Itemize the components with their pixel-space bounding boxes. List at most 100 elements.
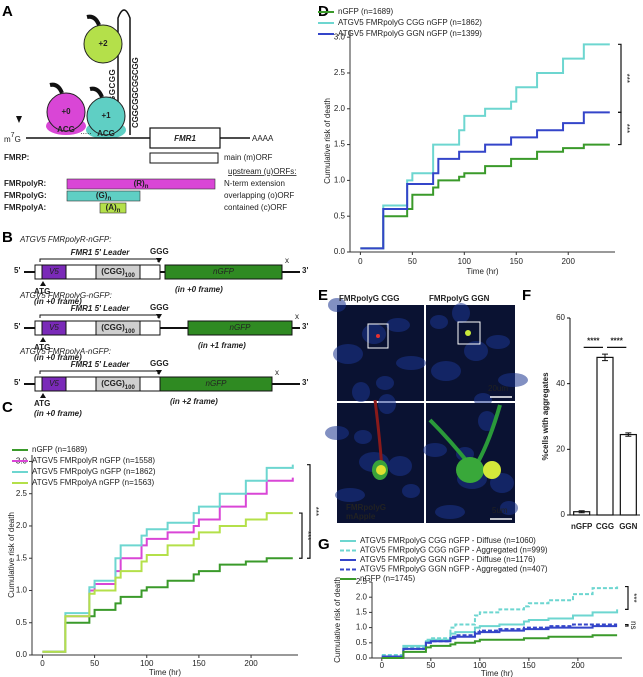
ggg-arrow (156, 258, 162, 263)
gene-box (149, 127, 221, 149)
cgg-part: 100 (125, 329, 136, 335)
atg: ATG (34, 399, 50, 408)
column-label: FMRpolyG CGG (339, 294, 399, 303)
nucleus (335, 488, 365, 502)
construct-title: ATGV5 FMRpolyG-nGFP: (19, 291, 112, 300)
leader-bracket (39, 258, 159, 262)
cgg: (CGG)100 (101, 267, 135, 278)
panel-label: E (318, 287, 328, 304)
ggg-arrow (156, 314, 162, 319)
x-tick-label: 0 (40, 659, 45, 668)
nucleus (388, 456, 412, 476)
y-tick-label: 1.0 (16, 586, 28, 595)
bar (619, 433, 637, 516)
nucleus (352, 382, 370, 402)
nucleus (435, 505, 465, 519)
nucleus (376, 376, 394, 390)
x-tick-label: 0 (358, 257, 363, 266)
sig-label: *** (622, 124, 631, 133)
x-tick-label: 200 (571, 661, 585, 670)
construct-title: ATGV5 FMRpolyR-nGFP: (19, 235, 111, 244)
cap: m7G (4, 132, 21, 144)
panel-label: A (2, 3, 13, 20)
nucleus (430, 315, 448, 329)
channel-label: FMRpolyG (346, 503, 386, 512)
gene: FMR1 (174, 134, 196, 143)
sig-bracket (618, 111, 622, 146)
series-line (381, 623, 618, 658)
cgg-part: 100 (125, 273, 136, 279)
x-tick-label: 100 (458, 257, 472, 266)
legend-label: nGFP (n=1745) (360, 574, 416, 583)
five-prime: 5' (14, 322, 20, 331)
column-label: FMRpolyG GGN (429, 294, 490, 303)
legend-label: ATGV5 FMRpolyG nGFP (n=1862) (32, 467, 156, 476)
v5 (41, 264, 67, 280)
aggregate (376, 334, 380, 338)
atg: ATG (34, 343, 50, 352)
frame-circle (46, 92, 86, 132)
ngfp: nGFP (206, 379, 228, 388)
uorf-repeat-part: n (145, 184, 149, 190)
polya: AAAA (252, 134, 274, 143)
gfp-frame: (in +0 frame) (175, 285, 223, 294)
y-tick-label: 0 (561, 510, 566, 519)
tail (49, 82, 64, 94)
sig-bracket (625, 585, 629, 610)
y-tick-label: 40 (556, 379, 565, 388)
legend-label: ATGV5 FMRpolyG GGN nGFP (n=1399) (338, 29, 482, 38)
atg-arrow (40, 337, 46, 342)
y-tick-label: 0.0 (334, 247, 346, 256)
x-tick-label: 50 (90, 659, 99, 668)
start-codon: ACG (97, 129, 115, 138)
three-prime: 3' (302, 378, 308, 387)
frame-label: +1 (101, 111, 111, 120)
x-axis-label: Time (hr) (149, 668, 181, 677)
y-tick-label: 1.5 (334, 140, 346, 149)
cap-part: G (15, 135, 21, 144)
y-axis-label: %cells with aggregates (541, 372, 550, 461)
series-line (42, 464, 294, 653)
uorf-repeat-part: (R) (134, 179, 145, 188)
error-bar (602, 353, 608, 362)
x-tick-label: 150 (510, 257, 524, 266)
y-tick-label: 1.0 (334, 175, 346, 184)
stop: x (275, 368, 279, 377)
legend-label: ATGV5 FMRpolyG CGG nGFP (n=1862) (338, 18, 482, 27)
y-tick-label: 2.5 (334, 68, 346, 77)
stop: x (285, 256, 289, 265)
v5-label: V5 (49, 379, 59, 388)
y-tick-label: 2.0 (334, 104, 346, 113)
y-tick-label: 20 (556, 444, 565, 453)
uorf-repeat: (A)n (106, 203, 121, 213)
legend-label: nGFP (n=1689) (32, 445, 88, 454)
y-tick-label: 2.5 (16, 489, 28, 498)
sig-label: *** (311, 507, 320, 516)
uorf-repeat-part: n (107, 196, 111, 202)
uorf-desc: overlapping (o)ORF (224, 191, 294, 200)
error-bar (578, 510, 585, 514)
series-line (42, 557, 293, 653)
cgg-part: 100 (125, 385, 136, 391)
x-tick-label: 50 (408, 257, 417, 266)
nucleus (333, 344, 363, 364)
ngfp: nGFP (230, 323, 252, 332)
channel-label: mApple (346, 512, 376, 521)
series-line (360, 143, 610, 250)
fmrp-label: FMRP: (4, 153, 29, 162)
cap-part: m (4, 135, 11, 144)
sig-label: *** (303, 531, 312, 540)
cell (456, 457, 484, 483)
nucleus (362, 324, 386, 344)
fmrp-orf (149, 152, 219, 164)
stop: x (295, 312, 299, 321)
uorf-desc: contained (c)ORF (224, 203, 287, 212)
x-tick-label: 100 (473, 661, 487, 670)
cap-arrow (16, 116, 22, 123)
y-tick-label: 2.0 (356, 592, 368, 601)
uorf-repeat: (G)n (96, 191, 112, 201)
series-line (381, 586, 619, 656)
ggg: GGG (150, 247, 169, 256)
three-prime: 3' (302, 322, 308, 331)
y-axis-label: Cumulative risk of death (323, 98, 332, 184)
